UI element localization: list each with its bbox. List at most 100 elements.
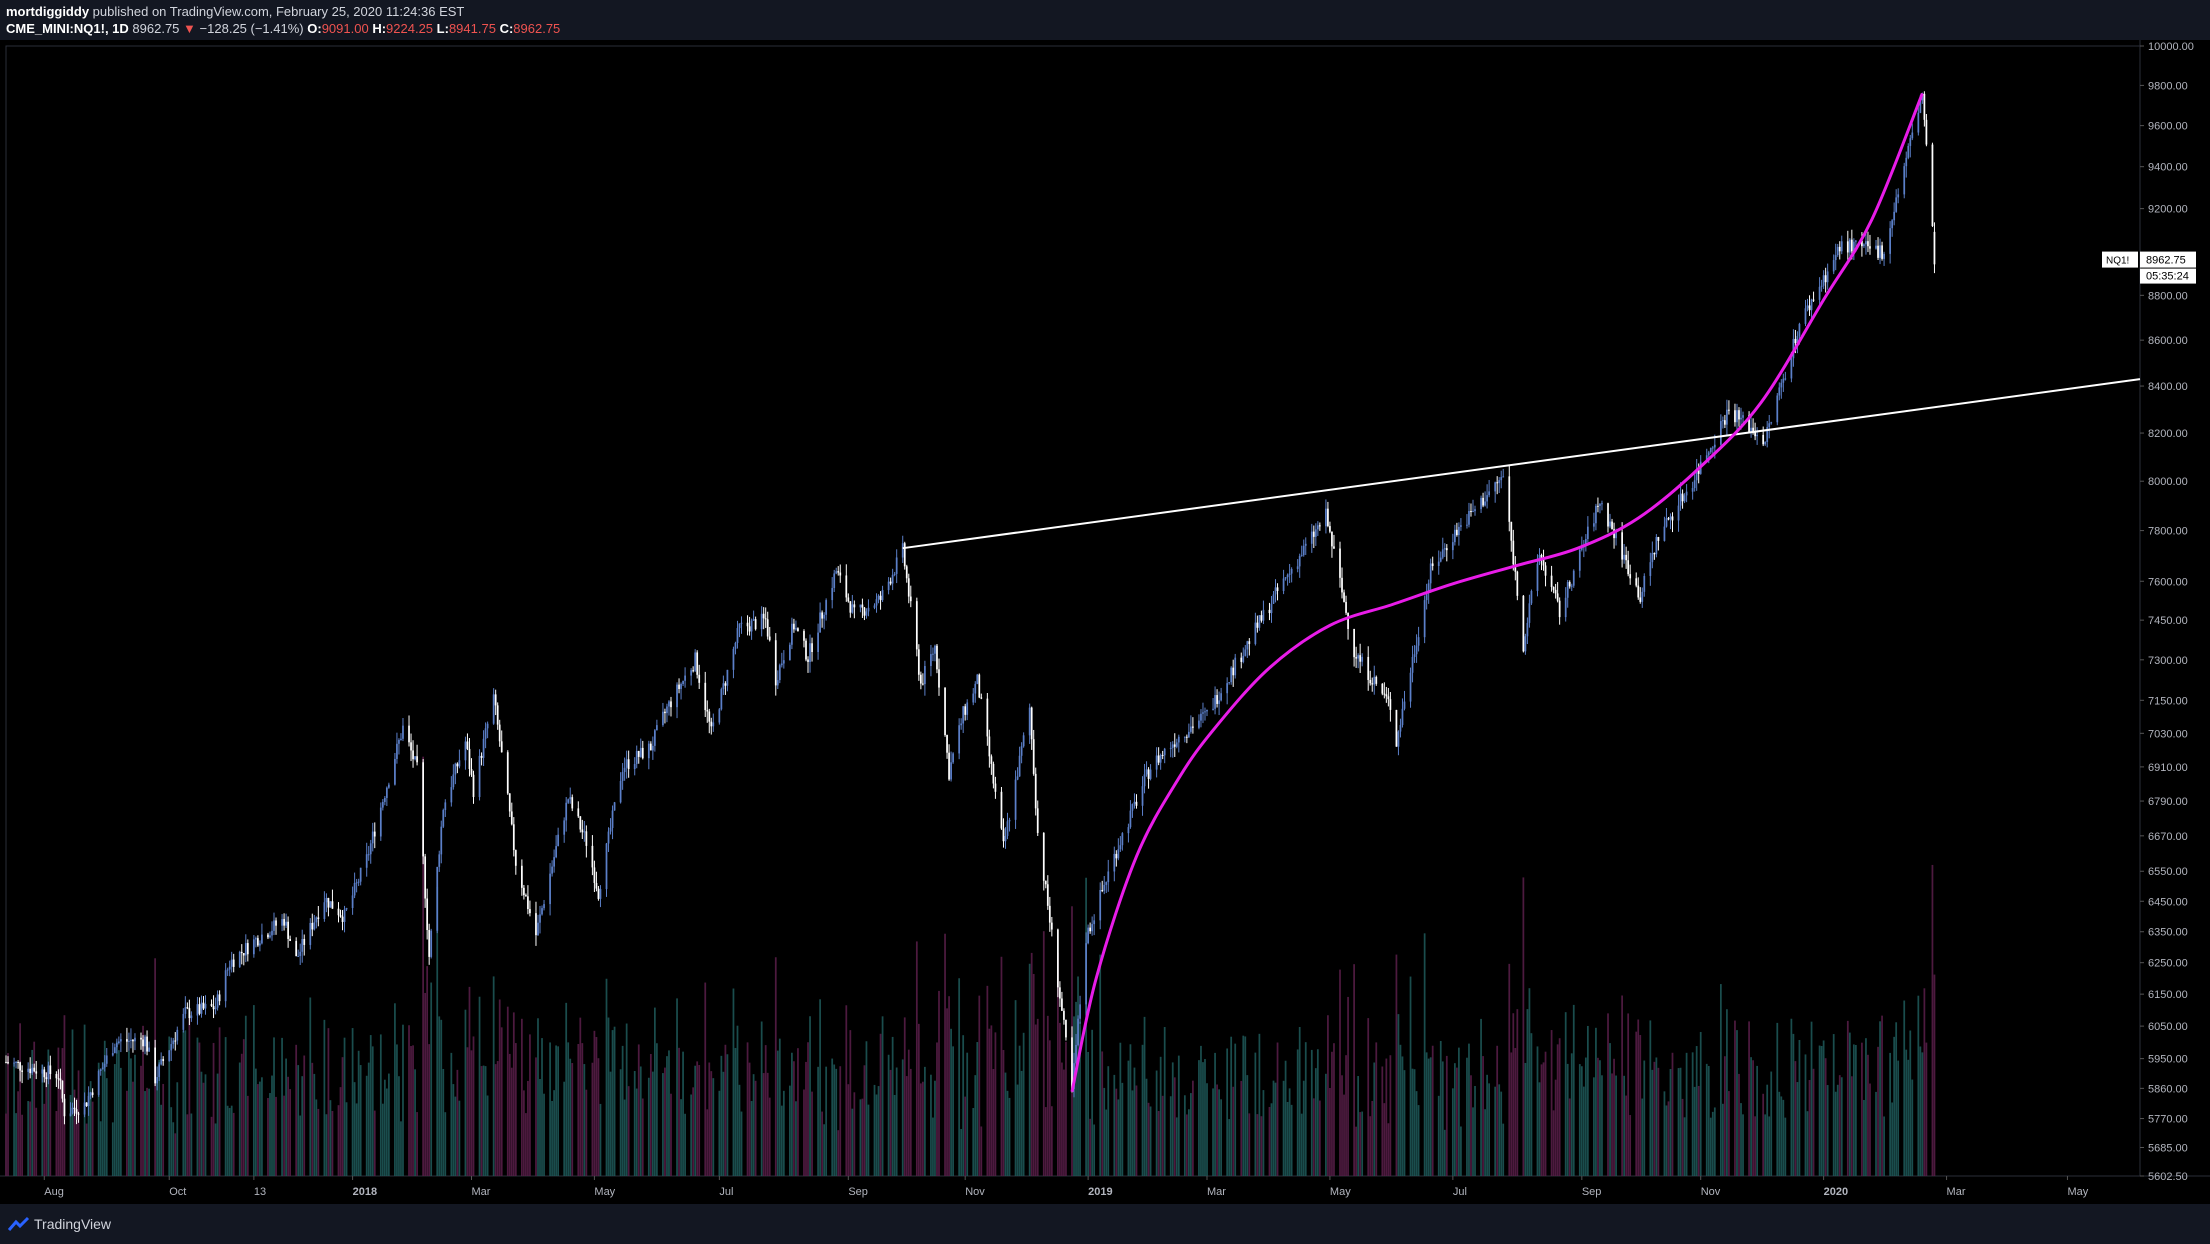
- candle-body: [410, 742, 412, 751]
- candle-body: [873, 605, 876, 608]
- volume-bar: [1244, 1036, 1247, 1176]
- candle-body: [1093, 920, 1096, 925]
- candle-body: [1359, 655, 1362, 662]
- candle-body: [1331, 531, 1333, 547]
- candle-body: [656, 725, 658, 731]
- candle-body: [1413, 654, 1416, 657]
- y-tick-label: 9200.00: [2148, 204, 2188, 216]
- volume-bar: [1528, 988, 1531, 1176]
- candle-body: [492, 694, 495, 724]
- volume-bar: [1502, 1123, 1505, 1176]
- volume-bar: [174, 1133, 177, 1176]
- candle-body: [1451, 542, 1454, 551]
- candle-body: [1216, 695, 1218, 704]
- candles-group: [5, 91, 1936, 1125]
- y-tick-label: 6250.00: [2148, 958, 2188, 970]
- volume-bar: [1302, 1080, 1305, 1176]
- candle-body: [204, 1003, 207, 1009]
- last-price: 8962.75: [132, 21, 180, 36]
- candle-body: [821, 612, 823, 619]
- candle-body: [49, 1065, 52, 1075]
- y-tick-label: 6790.00: [2148, 796, 2188, 808]
- candle-body: [1824, 275, 1827, 283]
- volume-bar: [1395, 954, 1398, 1176]
- volume-bar: [668, 1050, 670, 1176]
- candle-body: [682, 680, 684, 684]
- volume-bar: [1006, 1090, 1009, 1176]
- candle-body: [412, 750, 414, 760]
- volume-bar: [893, 1094, 896, 1176]
- volume-bar: [1719, 984, 1722, 1176]
- candle-body: [1383, 693, 1386, 695]
- candle-body: [218, 994, 221, 1002]
- volume-bar: [1522, 877, 1525, 1176]
- candle-body: [1218, 700, 1220, 704]
- volume-bar: [1649, 1020, 1652, 1176]
- candle-body: [990, 756, 993, 764]
- volume-bar: [1713, 1107, 1716, 1176]
- candle-body: [637, 750, 640, 757]
- candle-body: [1458, 526, 1460, 536]
- candle-body: [611, 810, 614, 828]
- volume-bar: [819, 999, 821, 1176]
- candle-body: [962, 706, 965, 724]
- high-label: H:: [372, 21, 387, 36]
- candle-body: [924, 666, 926, 685]
- volume-bar: [331, 1110, 334, 1176]
- volume-bar: [299, 1115, 302, 1176]
- chart-area[interactable]: 10000.00 9800.00 9600.00 9400.00 9200.00 8800…: [0, 40, 2210, 1204]
- volume-bar: [1909, 1030, 1912, 1176]
- volume-bar: [1629, 1114, 1632, 1176]
- volume-bar: [1437, 1095, 1440, 1176]
- volume-bar: [41, 1064, 44, 1176]
- tradingview-brand[interactable]: TradingView: [34, 1216, 112, 1232]
- volume-bar: [1042, 931, 1045, 1176]
- volume-bar: [895, 1067, 898, 1176]
- candle-body: [523, 887, 525, 896]
- candle-body: [1663, 526, 1666, 541]
- candle-body: [1584, 538, 1587, 546]
- candle-body: [1550, 575, 1553, 587]
- volume-bar: [676, 998, 678, 1176]
- volume-bar: [520, 1018, 523, 1176]
- candle-body: [567, 799, 570, 803]
- volume-bar: [1115, 1088, 1118, 1176]
- volume-bar: [811, 1091, 813, 1176]
- volume-bar: [1022, 1032, 1025, 1176]
- volume-bar: [1353, 964, 1355, 1176]
- candle-body: [1272, 594, 1275, 604]
- volume-bar: [13, 1063, 15, 1176]
- volume-bar: [656, 1043, 658, 1176]
- volume-bar: [1818, 1045, 1821, 1176]
- author-name[interactable]: mortdiggiddy: [6, 4, 90, 19]
- volume-bar: [59, 1072, 62, 1176]
- candle-body: [1893, 211, 1896, 221]
- candle-body: [797, 628, 799, 632]
- candle-body: [400, 738, 402, 740]
- candle-body: [1318, 525, 1321, 527]
- volume-bar: [708, 1062, 711, 1176]
- candle-body: [1228, 682, 1231, 684]
- parabolic-curve: [1070, 92, 1924, 1093]
- candle-body: [1135, 801, 1138, 806]
- volume-bar: [853, 1092, 856, 1176]
- candle-body: [1234, 657, 1237, 676]
- volume-bar: [1921, 1052, 1924, 1176]
- candle-body: [805, 640, 807, 660]
- volume-bar: [1695, 1046, 1698, 1176]
- x-tick-label: May: [2067, 1186, 2088, 1198]
- candle-body: [478, 755, 481, 798]
- tradingview-logo-icon[interactable]: [8, 1216, 30, 1232]
- candle-body: [331, 901, 334, 909]
- candle-body: [627, 759, 630, 770]
- volume-bar: [1240, 1080, 1243, 1176]
- volume-bar: [1202, 1062, 1204, 1176]
- y-tick-label: 8800.00: [2148, 290, 2188, 302]
- candlestick-chart[interactable]: 10000.00 9800.00 9600.00 9400.00 9200.00 8800…: [0, 40, 2210, 1204]
- volume-bar: [1643, 1060, 1646, 1176]
- candle-body: [1852, 241, 1855, 252]
- volume-bar: [795, 1101, 797, 1176]
- candle-body: [1437, 561, 1440, 567]
- volume-bar: [976, 1042, 979, 1176]
- volume-bar: [1367, 1018, 1370, 1176]
